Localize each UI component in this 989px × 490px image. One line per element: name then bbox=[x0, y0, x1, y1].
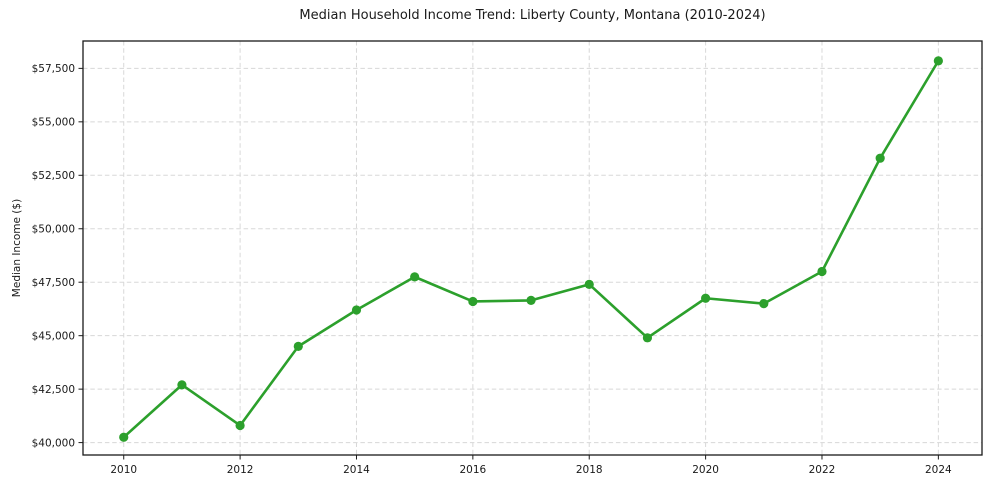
y-tick-label: $45,000 bbox=[32, 330, 75, 342]
plot-frame bbox=[82, 40, 983, 456]
y-tick-label: $52,500 bbox=[32, 170, 75, 182]
data-point-2017 bbox=[526, 295, 536, 305]
data-point-2011 bbox=[177, 380, 187, 390]
data-point-2024 bbox=[933, 56, 943, 66]
x-tick-label: 2022 bbox=[809, 464, 836, 476]
y-tick-label: $57,500 bbox=[32, 63, 75, 75]
y-tick-label: $47,500 bbox=[32, 277, 75, 289]
data-point-2013 bbox=[293, 341, 303, 351]
x-tick-label: 2016 bbox=[459, 464, 486, 476]
x-tick-label: 2010 bbox=[110, 464, 137, 476]
x-tick-label: 2018 bbox=[576, 464, 603, 476]
data-point-2010 bbox=[119, 432, 129, 442]
chart-title: Median Household Income Trend: Liberty C… bbox=[299, 8, 766, 23]
x-tick-label: 2014 bbox=[343, 464, 370, 476]
data-point-2016 bbox=[468, 296, 478, 307]
data-point-2015 bbox=[410, 272, 420, 282]
y-tick-label: $50,000 bbox=[32, 223, 75, 235]
data-point-2019 bbox=[642, 333, 653, 343]
trend-line bbox=[122, 59, 940, 439]
y-tick-label: $55,000 bbox=[32, 117, 75, 129]
data-point-2014 bbox=[351, 305, 362, 315]
x-tick-label: 2024 bbox=[925, 464, 952, 476]
data-point-2020 bbox=[701, 293, 711, 303]
data-point-2022 bbox=[817, 266, 827, 277]
x-tick-label: 2012 bbox=[227, 464, 254, 476]
y-tick-label: $42,500 bbox=[32, 384, 75, 396]
data-point-2018 bbox=[584, 279, 594, 289]
data-point-2012 bbox=[235, 420, 245, 431]
data-point-2021 bbox=[759, 298, 769, 309]
y-tick-label: $40,000 bbox=[32, 437, 75, 449]
data-point-2023 bbox=[875, 153, 885, 163]
x-tick-label: 2020 bbox=[692, 464, 719, 476]
